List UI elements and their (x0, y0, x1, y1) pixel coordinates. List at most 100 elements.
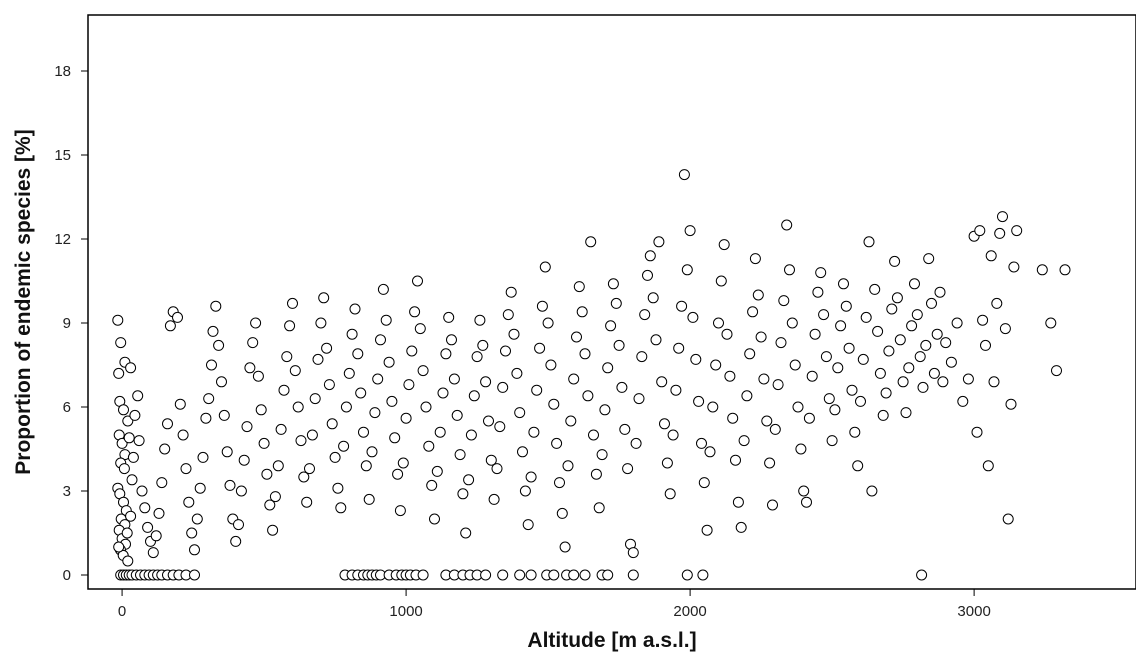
data-point (568, 569, 580, 581)
data-point (517, 446, 528, 458)
data-point (497, 381, 509, 393)
data-point (500, 345, 511, 357)
data-point (126, 474, 138, 486)
data-point (1011, 225, 1023, 237)
data-point (619, 423, 631, 435)
data-point (803, 412, 815, 424)
data-point (284, 320, 296, 332)
data-point (289, 365, 301, 377)
data-point (690, 353, 702, 365)
data-point (172, 311, 183, 323)
data-point (721, 328, 733, 340)
data-point (548, 398, 560, 410)
data-point (596, 449, 608, 461)
data-point (414, 323, 426, 335)
data-point (412, 275, 423, 287)
x-tick-label: 1000 (389, 603, 422, 620)
data-point (1045, 317, 1057, 329)
data-point (900, 407, 912, 419)
data-point (806, 370, 818, 382)
data-point (312, 353, 324, 365)
data-point (471, 351, 483, 363)
data-point (627, 547, 639, 559)
data-point (335, 502, 347, 514)
data-point (698, 477, 710, 489)
data-point (255, 404, 267, 416)
data-point (764, 457, 776, 469)
data-point (156, 477, 168, 489)
data-point (573, 281, 585, 293)
data-point (153, 507, 165, 519)
data-point (133, 435, 145, 447)
data-point (778, 295, 790, 307)
data-point (697, 569, 709, 581)
data-point (860, 311, 872, 323)
data-point (639, 309, 651, 321)
data-point (380, 314, 392, 326)
data-point (480, 569, 492, 581)
data-point (118, 463, 130, 475)
data-point (162, 418, 173, 430)
data-point (593, 502, 605, 514)
data-point (343, 367, 355, 379)
data-point (1036, 264, 1048, 276)
data-point (820, 351, 832, 363)
data-point (633, 393, 645, 405)
data-point (988, 376, 1000, 388)
data-point (383, 356, 395, 368)
data-point (298, 471, 310, 483)
data-point (644, 250, 656, 262)
data-point (642, 269, 653, 281)
data-point (446, 334, 457, 346)
data-point (622, 463, 634, 475)
y-tick-label: 6 (63, 399, 71, 416)
data-point (707, 401, 719, 413)
data-point (542, 317, 554, 329)
data-point (877, 409, 889, 421)
data-point (281, 351, 293, 363)
data-point (400, 412, 412, 424)
data-point (174, 398, 186, 410)
data-point (590, 468, 602, 480)
data-point (139, 502, 151, 514)
data-point (502, 309, 514, 321)
data-point (982, 460, 994, 472)
data-point (588, 429, 599, 441)
data-point (278, 384, 290, 396)
data-point (323, 379, 335, 391)
data-point (491, 463, 503, 475)
data-point (454, 449, 466, 461)
data-point (304, 463, 315, 475)
data-point (801, 496, 812, 508)
data-point (258, 437, 270, 449)
data-point (934, 286, 946, 298)
data-point (869, 283, 881, 295)
data-point (207, 325, 219, 337)
x-tick-label: 3000 (957, 603, 990, 620)
data-point (926, 297, 937, 309)
data-point (838, 278, 849, 290)
data-point (798, 485, 810, 497)
data-point (150, 530, 162, 542)
data-point (846, 384, 858, 396)
y-tick-label: 0 (63, 567, 71, 584)
data-point (122, 555, 134, 567)
data-point (994, 227, 1006, 239)
data-point (267, 524, 279, 536)
data-point (189, 569, 200, 581)
data-point (301, 496, 313, 508)
data-point (772, 379, 784, 391)
data-point (872, 325, 884, 337)
data-point (528, 426, 540, 438)
x-axis: 0 1000 2000 3000 (118, 589, 991, 620)
data-point (125, 362, 137, 374)
data-point (525, 471, 537, 483)
data-point (906, 320, 918, 332)
data-point (406, 345, 418, 357)
data-point (437, 387, 449, 399)
data-point (352, 348, 364, 360)
data-point (727, 412, 739, 424)
data-point (358, 426, 369, 438)
data-point (545, 359, 557, 371)
